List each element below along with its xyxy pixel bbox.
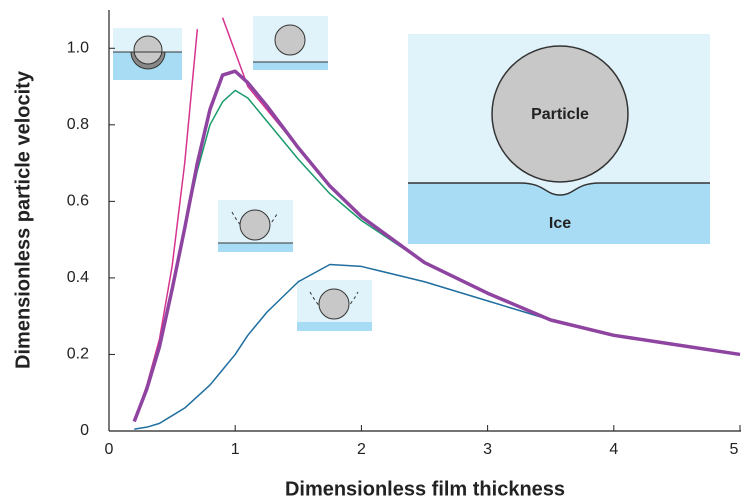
x-tick-label: 2 bbox=[357, 441, 366, 458]
inset-small bbox=[253, 16, 328, 70]
x-tick-label: 0 bbox=[105, 441, 114, 458]
x-axis-title: Dimensionless film thickness bbox=[285, 478, 565, 500]
y-tick-label: 0.2 bbox=[67, 346, 89, 363]
chart: Particle Ice Dimensionless film thicknes… bbox=[0, 0, 741, 503]
y-tick-label: 0 bbox=[80, 422, 89, 439]
inset-large: Particle Ice bbox=[408, 34, 710, 244]
x-tick-label: 1 bbox=[231, 441, 240, 458]
y-tick-label: 0.4 bbox=[67, 269, 89, 286]
y-tick-label: 0.8 bbox=[67, 116, 89, 133]
inset-small bbox=[218, 200, 293, 252]
y-tick-label: 1.0 bbox=[67, 39, 89, 56]
inset-small bbox=[297, 280, 372, 331]
line-series bbox=[134, 265, 740, 430]
x-tick-label: 4 bbox=[609, 441, 618, 458]
inset-small bbox=[113, 28, 182, 80]
y-tick-label: 0.6 bbox=[67, 193, 89, 210]
x-tick-label: 5 bbox=[730, 441, 739, 458]
x-tick-label: 3 bbox=[483, 441, 492, 458]
annotation: Ice bbox=[549, 215, 571, 232]
y-axis-title: Dimensionless particle velocity bbox=[12, 70, 34, 369]
annotation: Particle bbox=[531, 106, 589, 123]
